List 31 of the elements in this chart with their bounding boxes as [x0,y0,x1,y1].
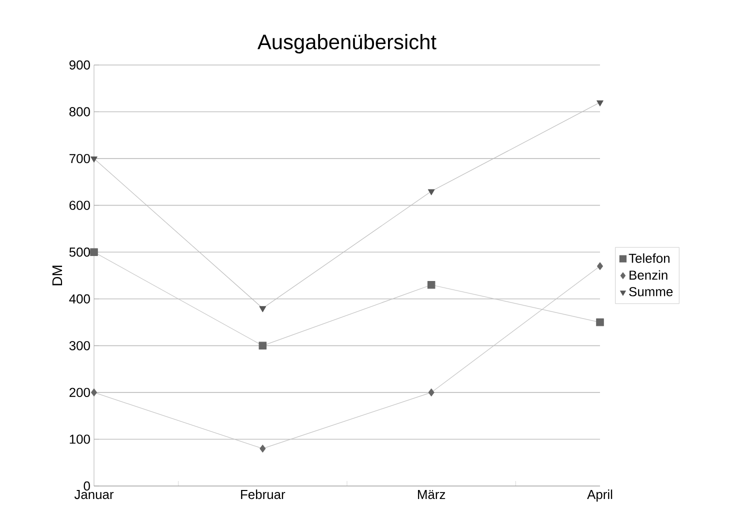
legend-label: Benzin [630,270,668,280]
point [258,342,267,350]
y-tick-label: 700 [70,154,90,164]
y-tick-label: 100 [70,434,90,444]
x-tick-label: Februar [241,490,286,500]
x-tick-label: März [418,490,446,500]
x-tick-label: April [587,490,612,502]
legend-label: Telefon [628,253,670,263]
point [90,156,98,162]
point [596,100,604,106]
y-tick-label: 900 [69,60,90,70]
y-tick-label: 300 [69,341,90,350]
chart-title: Ausgabenübersicht [257,34,436,54]
y-tick-label: 500 [69,248,90,257]
point [428,388,434,396]
x-tick-label: Januar [74,490,114,500]
point [259,306,266,312]
point [428,189,435,196]
y-tick-label: 600 [70,200,90,210]
point [260,444,266,452]
point [91,388,97,396]
point [597,262,603,270]
y-tick-label: 200 [70,388,90,398]
y-tick-label: 400 [69,294,90,304]
y-tick-label: 800 [69,107,90,116]
point [90,248,98,256]
y-axis-title: DM [52,266,62,286]
point [427,280,436,289]
y-tick-label: 0 [84,481,90,491]
point [596,318,604,326]
legend-label: Summe [629,287,673,296]
